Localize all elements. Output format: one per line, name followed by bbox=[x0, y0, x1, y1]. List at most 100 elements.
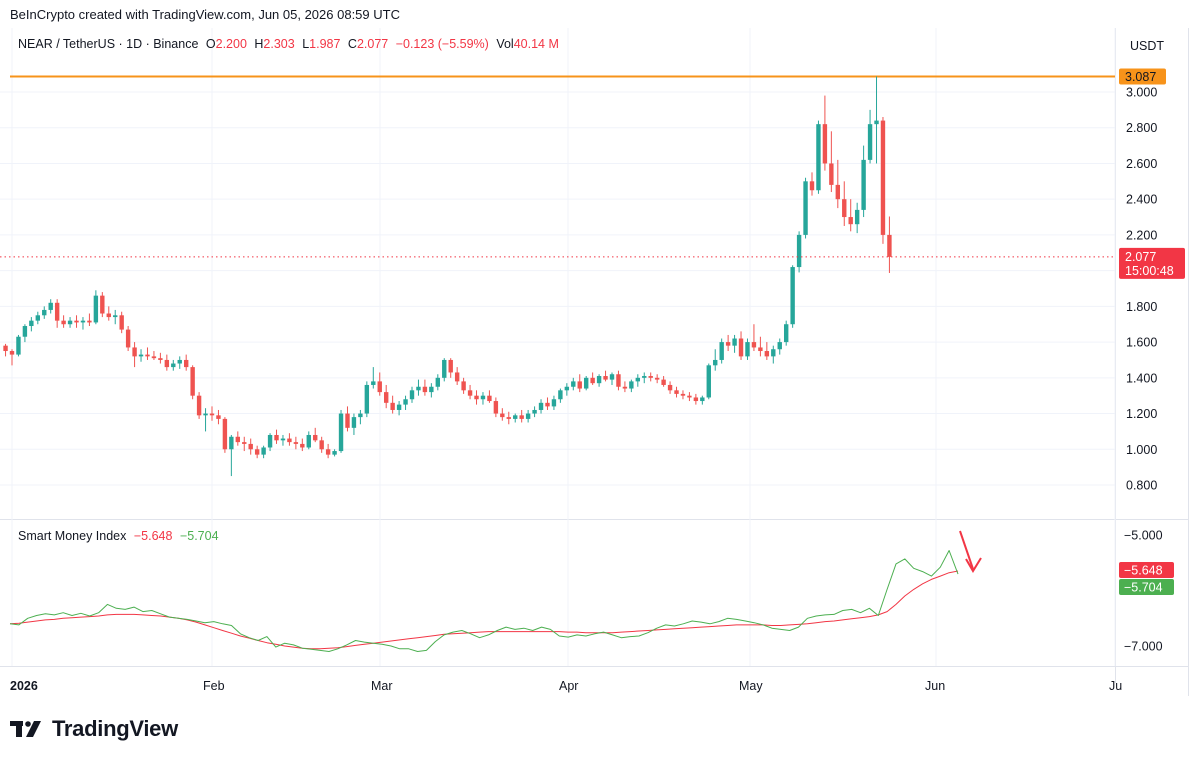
last-price-badge bbox=[1119, 247, 1185, 279]
candle-body-down bbox=[454, 372, 460, 382]
time-axis-label: Jun bbox=[925, 679, 945, 693]
price-axis-tick: 3.000 bbox=[1126, 86, 1157, 100]
time-axis-label: 2026 bbox=[10, 679, 38, 693]
candle-body-up bbox=[16, 336, 21, 355]
indicator-axis-tick: −5.000 bbox=[1124, 529, 1163, 543]
candle-body-down bbox=[448, 359, 453, 373]
candle-body-down bbox=[848, 217, 853, 225]
candle-body-up bbox=[429, 386, 434, 393]
high-label: H bbox=[254, 37, 264, 51]
price-axis-tick: 1.000 bbox=[1126, 443, 1157, 457]
candle-body-up bbox=[861, 159, 866, 210]
candle-body-up bbox=[803, 181, 808, 235]
candle-body-up bbox=[93, 295, 99, 323]
candle-body-up bbox=[816, 124, 821, 191]
candle-body-up bbox=[416, 386, 421, 391]
symbol-title[interactable]: NEAR / TetherUS · 1D · Binance bbox=[18, 37, 199, 51]
candle-body-down bbox=[822, 124, 828, 164]
time-axis-label: Feb bbox=[203, 679, 225, 693]
time-axis[interactable]: 2026 Feb Mar Apr May Jun Ju bbox=[10, 679, 1122, 693]
candle-body-down bbox=[293, 442, 299, 444]
smart-money-index-pane bbox=[9, 550, 959, 652]
candle-body-down bbox=[764, 351, 770, 357]
candle-body-down bbox=[132, 347, 137, 357]
price-axis[interactable]: USDT 3.000 2.800 2.600 2.400 2.200 1.800 1.600 1… bbox=[1119, 39, 1185, 493]
candle-body-down bbox=[654, 377, 660, 380]
indicator-axis-tick: −7.000 bbox=[1124, 640, 1163, 654]
candle-body-up bbox=[706, 365, 711, 398]
smi-line bbox=[9, 550, 959, 652]
chart-attribution: BeInCrypto created with TradingView.com,… bbox=[10, 7, 400, 22]
resistance-price-badge bbox=[1119, 68, 1166, 85]
time-axis-label: Apr bbox=[559, 679, 578, 693]
candle-body-down bbox=[287, 438, 292, 443]
smi-signal-badge bbox=[1119, 562, 1174, 578]
close-value: 2.077 bbox=[356, 37, 389, 51]
indicator-legend: Smart Money Index −5.648 −5.704 bbox=[18, 529, 219, 543]
candle-body-down bbox=[545, 402, 550, 407]
candle-body-down bbox=[158, 358, 163, 360]
candle-body-up bbox=[551, 399, 557, 407]
indicator-title[interactable]: Smart Money Index bbox=[18, 529, 127, 543]
candle-body-up bbox=[48, 302, 53, 310]
candle-body-down bbox=[880, 120, 886, 235]
candle-body-up bbox=[67, 320, 73, 325]
candle-body-down bbox=[3, 345, 8, 352]
candle-body-up bbox=[280, 438, 286, 441]
last-price-label: 2.077 bbox=[1125, 250, 1156, 264]
candle-body-down bbox=[183, 359, 189, 368]
candle-body-up bbox=[403, 399, 408, 405]
candle-body-up bbox=[558, 390, 563, 400]
candle-body-down bbox=[196, 395, 202, 416]
candle-body-down bbox=[687, 395, 692, 398]
candle-body-down bbox=[9, 351, 15, 355]
smi-line-badge bbox=[1119, 579, 1174, 595]
candle-body-down bbox=[467, 390, 473, 396]
candle-body-up bbox=[525, 413, 531, 419]
tradingview-logo-text: TradingView bbox=[52, 716, 178, 741]
time-axis-label: Mar bbox=[371, 679, 393, 693]
candle-body-down bbox=[829, 163, 834, 185]
candle-body-up bbox=[571, 381, 576, 387]
tradingview-logo[interactable]: TradingView bbox=[10, 714, 178, 744]
candle-body-down bbox=[383, 392, 389, 403]
candle-body-up bbox=[732, 338, 737, 346]
candle-body-down bbox=[751, 342, 757, 348]
candle-body-up bbox=[745, 342, 750, 357]
candle-body-down bbox=[345, 413, 350, 428]
indicator-line-value: −5.704 bbox=[179, 529, 219, 543]
candle-body-up bbox=[874, 120, 879, 125]
candle-body-up bbox=[790, 267, 795, 325]
candle-body-down bbox=[590, 377, 595, 384]
candle-body-down bbox=[209, 413, 215, 416]
time-axis-label: Ju bbox=[1109, 679, 1122, 693]
candle-body-down bbox=[474, 395, 479, 400]
candle-body-down bbox=[377, 381, 382, 393]
candle-body-down bbox=[313, 434, 318, 441]
candle-body-up bbox=[338, 413, 344, 452]
price-axis-currency: USDT bbox=[1130, 39, 1164, 53]
candle-body-up bbox=[351, 417, 357, 428]
candle-body-down bbox=[190, 367, 195, 396]
candle-body-down bbox=[461, 381, 466, 391]
price-legend: NEAR / TetherUS · 1D · Binance O2.200 H2… bbox=[18, 37, 559, 51]
candle-body-up bbox=[22, 326, 28, 337]
candle-body-down bbox=[119, 315, 124, 330]
candle-body-up bbox=[867, 124, 873, 160]
candle-body-down bbox=[842, 199, 847, 218]
candle-body-up bbox=[435, 377, 441, 387]
candle-body-down bbox=[622, 386, 628, 389]
candle-body-down bbox=[493, 401, 499, 414]
candle-body-up bbox=[306, 434, 311, 448]
open-value: 2.200 bbox=[215, 37, 247, 51]
candle-body-up bbox=[138, 354, 144, 357]
price-grid bbox=[0, 28, 1116, 666]
candle-body-down bbox=[661, 379, 666, 385]
candle-body-down bbox=[222, 418, 228, 450]
candle-body-down bbox=[235, 436, 241, 443]
indicator-axis[interactable]: −5.000 −7.000 −5.648 −5.704 bbox=[1119, 529, 1174, 654]
chart-canvas[interactable]: USDT 3.000 2.800 2.600 2.400 2.200 1.800 1.600 1… bbox=[0, 28, 1200, 708]
candle-body-down bbox=[242, 442, 247, 444]
candle-body-up bbox=[332, 451, 337, 455]
candle-body-up bbox=[596, 376, 602, 384]
